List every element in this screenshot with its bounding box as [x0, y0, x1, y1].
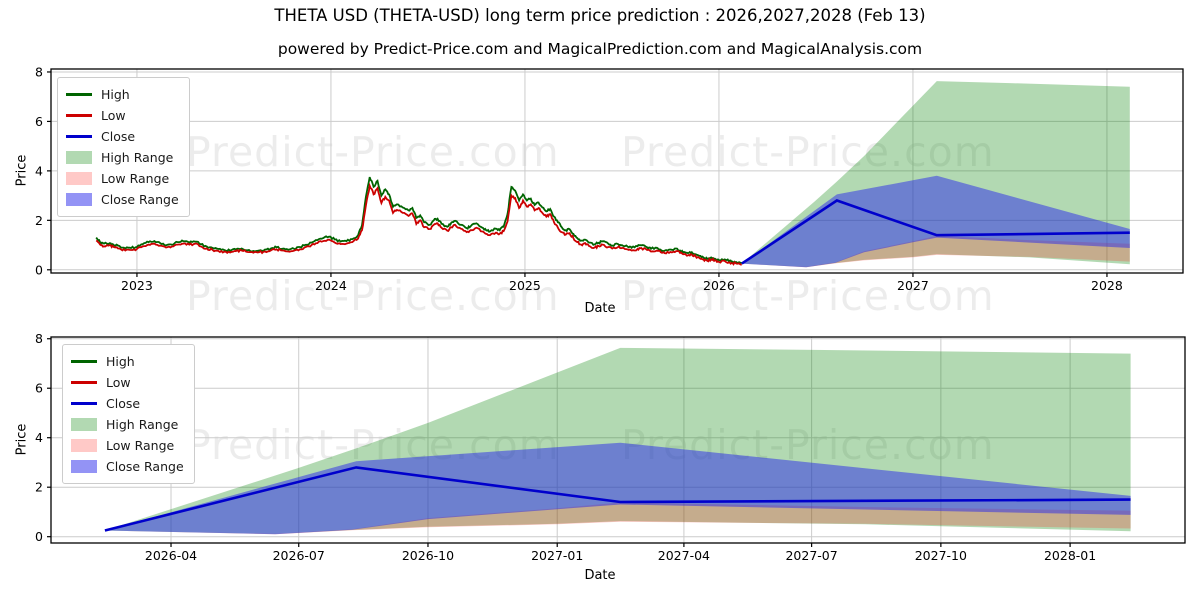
y-tick-label: 4 — [35, 430, 43, 445]
x-tick-label: 2027 — [897, 278, 929, 293]
x-tick-label: 2027-10 — [915, 548, 967, 563]
x-tick-label: 2028 — [1091, 278, 1123, 293]
legend-label: Close Range — [106, 459, 184, 474]
legend-label: High Range — [101, 150, 174, 165]
high-line — [95, 176, 743, 265]
legend-label: Close — [106, 396, 141, 411]
y-tick-label: 0 — [35, 262, 43, 277]
x-tick-label: 2023 — [121, 278, 153, 293]
legend-item-low-range: Low Range — [71, 435, 184, 456]
legend-label: Close Range — [101, 192, 179, 207]
legend-line-swatch — [71, 402, 97, 405]
legend-line-swatch — [66, 93, 92, 96]
legend-item-high: High — [66, 84, 179, 105]
close_range-area — [741, 175, 1130, 268]
x-axis-label-bottom: Date — [584, 568, 616, 583]
legend-label: High Range — [106, 417, 179, 432]
legend-label: Low Range — [106, 438, 175, 453]
legend-item-low: Low — [71, 372, 184, 393]
legend-label: Low — [101, 108, 126, 123]
x-tick-label: 2025 — [509, 278, 541, 293]
legend-item-low: Low — [66, 105, 179, 126]
x-tick-label: 2027-04 — [658, 548, 710, 563]
x-tick-label: 2027-07 — [785, 548, 837, 563]
legend-label: High — [106, 354, 135, 369]
x-tick-label: 2027-01 — [531, 548, 583, 563]
legend-item-close: Close — [66, 126, 179, 147]
legend-label: Low Range — [101, 171, 170, 186]
x-axis-label-top: Date — [584, 301, 616, 316]
legend-item-close: Close — [71, 393, 184, 414]
legend-label: High — [101, 87, 130, 102]
close_range-area — [104, 442, 1131, 535]
y-tick-label: 2 — [35, 480, 43, 495]
legend-patch-swatch — [71, 460, 97, 473]
y-tick-label: 6 — [35, 381, 43, 396]
x-tick-label: 2026 — [703, 278, 735, 293]
x-tick-label: 2026-10 — [402, 548, 454, 563]
x-tick-label: 2028-01 — [1044, 548, 1096, 563]
legend-item-close-range: Close Range — [71, 456, 184, 477]
legend-item-high-range: High Range — [66, 147, 179, 168]
low_range-area — [104, 502, 1131, 535]
legend-patch-swatch — [66, 151, 92, 164]
y-tick-label: 8 — [35, 64, 43, 79]
legend-label: Low — [106, 375, 131, 390]
legend-patch-swatch — [71, 418, 97, 431]
legend-item-high-range: High Range — [71, 414, 184, 435]
chart-subtitle: powered by Predict-Price.com and Magical… — [277, 40, 923, 58]
y-tick-label: 4 — [35, 163, 43, 178]
x-tick-label: 2026-07 — [273, 548, 325, 563]
low_range-area — [741, 235, 1130, 268]
legend-line-swatch — [66, 135, 92, 138]
legend-item-close-range: Close Range — [66, 189, 179, 210]
x-tick-label: 2024 — [315, 278, 347, 293]
y-tick-label: 8 — [35, 331, 43, 346]
low-line — [95, 182, 742, 266]
y-axis-label-bottom: Price — [14, 423, 30, 456]
y-tick-label: 0 — [35, 529, 43, 544]
legend-bottom-chart: High Low Close High Range Low Range Close Ran… — [62, 344, 195, 484]
legend-line-swatch — [66, 114, 92, 117]
x-tick-label: 2026-04 — [145, 548, 197, 563]
legend-patch-swatch — [66, 193, 92, 206]
legend-patch-swatch — [66, 172, 92, 185]
legend-patch-swatch — [71, 439, 97, 452]
chart-title: THETA USD (THETA-USD) long term price pr… — [274, 6, 926, 25]
legend-item-low-range: Low Range — [66, 168, 179, 189]
legend-line-swatch — [71, 360, 97, 363]
bottom-chart-frame — [50, 336, 1186, 544]
legend-label: Close — [101, 129, 136, 144]
close-line — [104, 466, 1131, 532]
y-tick-label: 6 — [35, 114, 43, 129]
legend-top-chart: High Low Close High Range Low Range Close Ran… — [57, 77, 190, 217]
y-tick-label: 2 — [35, 213, 43, 228]
y-axis-label-top: Price — [14, 154, 30, 187]
legend-line-swatch — [71, 381, 97, 384]
close-line — [741, 199, 1130, 265]
legend-item-high: High — [71, 351, 184, 372]
